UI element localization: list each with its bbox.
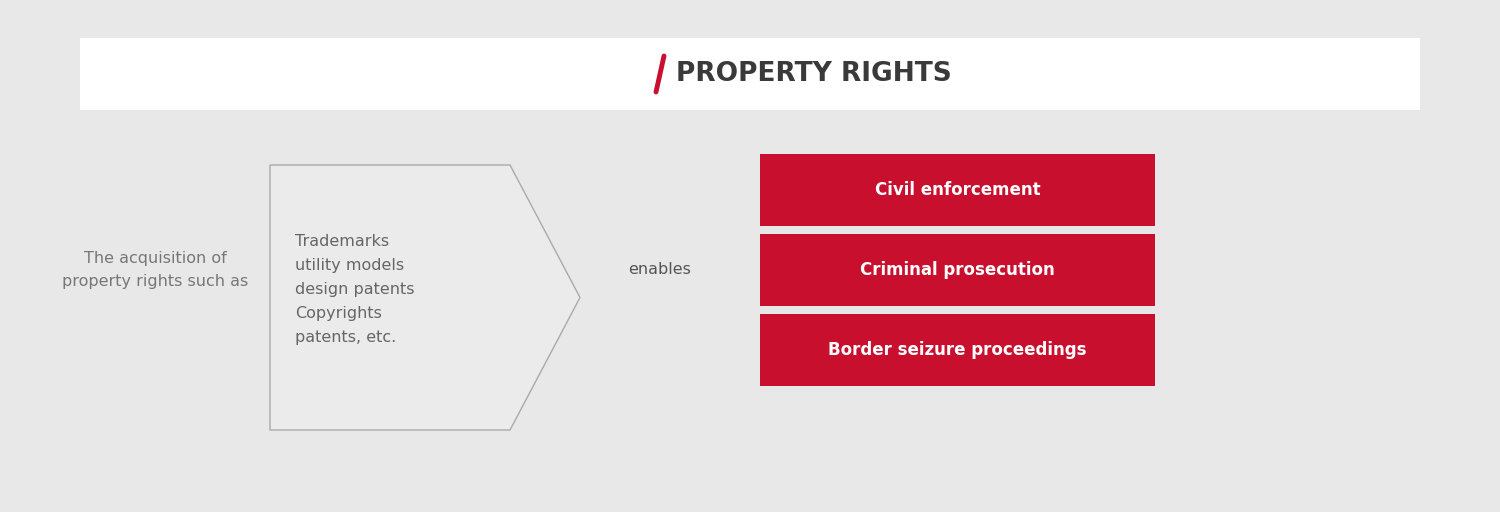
FancyBboxPatch shape: [760, 234, 1155, 306]
FancyBboxPatch shape: [80, 38, 1420, 110]
FancyBboxPatch shape: [760, 154, 1155, 226]
Text: enables: enables: [628, 263, 692, 278]
Text: The acquisition of
property rights such as: The acquisition of property rights such …: [62, 251, 248, 289]
Text: Civil enforcement: Civil enforcement: [874, 181, 1041, 199]
Polygon shape: [270, 165, 580, 430]
Text: Border seizure proceedings: Border seizure proceedings: [828, 341, 1086, 359]
FancyBboxPatch shape: [760, 314, 1155, 386]
Text: Trademarks
utility models
design patents
Copyrights
patents, etc.: Trademarks utility models design patents…: [296, 234, 414, 345]
Text: PROPERTY RIGHTS: PROPERTY RIGHTS: [676, 61, 951, 87]
Text: Criminal prosecution: Criminal prosecution: [859, 261, 1054, 279]
